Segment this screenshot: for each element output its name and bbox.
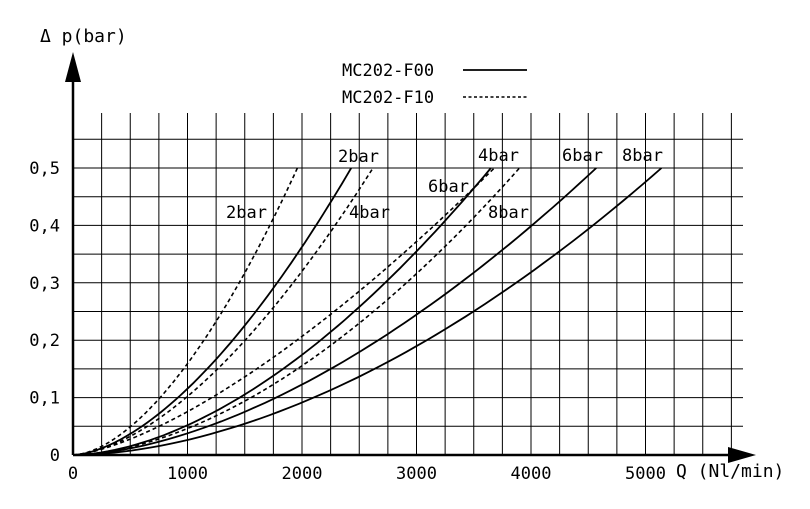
tick-labels: 0 1000 2000 3000 4000 5000 0 0,1 0,2 0,3 0,4 0,5 bbox=[29, 159, 666, 484]
legend: MC202-F00 MC202-F10 bbox=[342, 61, 527, 108]
y-tick-label: 0,1 bbox=[29, 389, 60, 409]
y-axis-arrow-icon bbox=[65, 52, 81, 82]
y-tick-label: 0,2 bbox=[29, 331, 60, 351]
curve-label-mc202-f00-2bar: 2bar bbox=[338, 147, 379, 167]
x-axis-label: Q (Nl/min) bbox=[676, 461, 784, 482]
axes bbox=[65, 52, 756, 463]
y-tick-label: 0,4 bbox=[29, 216, 60, 236]
curve-label-mc202-f00-4bar: 4bar bbox=[478, 146, 519, 166]
y-tick-label: 0,5 bbox=[29, 159, 60, 179]
curve-mc202-f00-6bar bbox=[72, 167, 597, 456]
y-tick-label: 0,3 bbox=[29, 274, 60, 294]
x-tick-label: 3000 bbox=[396, 464, 437, 484]
curve-label-mc202-f10-8bar: 8bar bbox=[488, 203, 529, 223]
curve-mc202-f10-4bar bbox=[72, 167, 374, 456]
curves bbox=[72, 167, 663, 456]
curve-label-mc202-f00-8bar: 8bar bbox=[622, 146, 663, 166]
grid bbox=[73, 113, 743, 455]
curve-label-mc202-f00-6bar: 6bar bbox=[562, 146, 603, 166]
curve-mc202-f00-2bar bbox=[72, 167, 352, 456]
legend-label-mc202-f10: MC202-F10 bbox=[342, 88, 434, 108]
curve-label-mc202-f10-4bar: 4bar bbox=[349, 203, 390, 223]
x-tick-label: 2000 bbox=[282, 464, 323, 484]
curve-label-mc202-f10-2bar: 2bar bbox=[226, 203, 267, 223]
curve-mc202-f00-8bar bbox=[72, 167, 663, 456]
curve-mc202-f00-4bar bbox=[72, 167, 492, 456]
x-tick-label: 5000 bbox=[625, 464, 666, 484]
x-tick-label: 0 bbox=[68, 464, 78, 484]
y-axis-label: Δ p(bar) bbox=[40, 26, 127, 47]
curve-mc202-f10-2bar bbox=[72, 167, 299, 456]
curve-mc202-f10-6bar bbox=[72, 167, 495, 456]
curve-labels: 2bar 4bar 6bar 8bar 2bar 4bar 6bar 8bar bbox=[226, 146, 663, 223]
y-tick-label: 0 bbox=[50, 446, 60, 466]
x-axis-arrow-icon bbox=[728, 447, 756, 463]
x-tick-label: 1000 bbox=[167, 464, 208, 484]
legend-label-mc202-f00: MC202-F00 bbox=[342, 61, 434, 81]
x-tick-label: 4000 bbox=[511, 464, 552, 484]
curve-label-mc202-f10-6bar: 6bar bbox=[428, 177, 469, 197]
curve-mc202-f10-8bar bbox=[72, 167, 521, 456]
